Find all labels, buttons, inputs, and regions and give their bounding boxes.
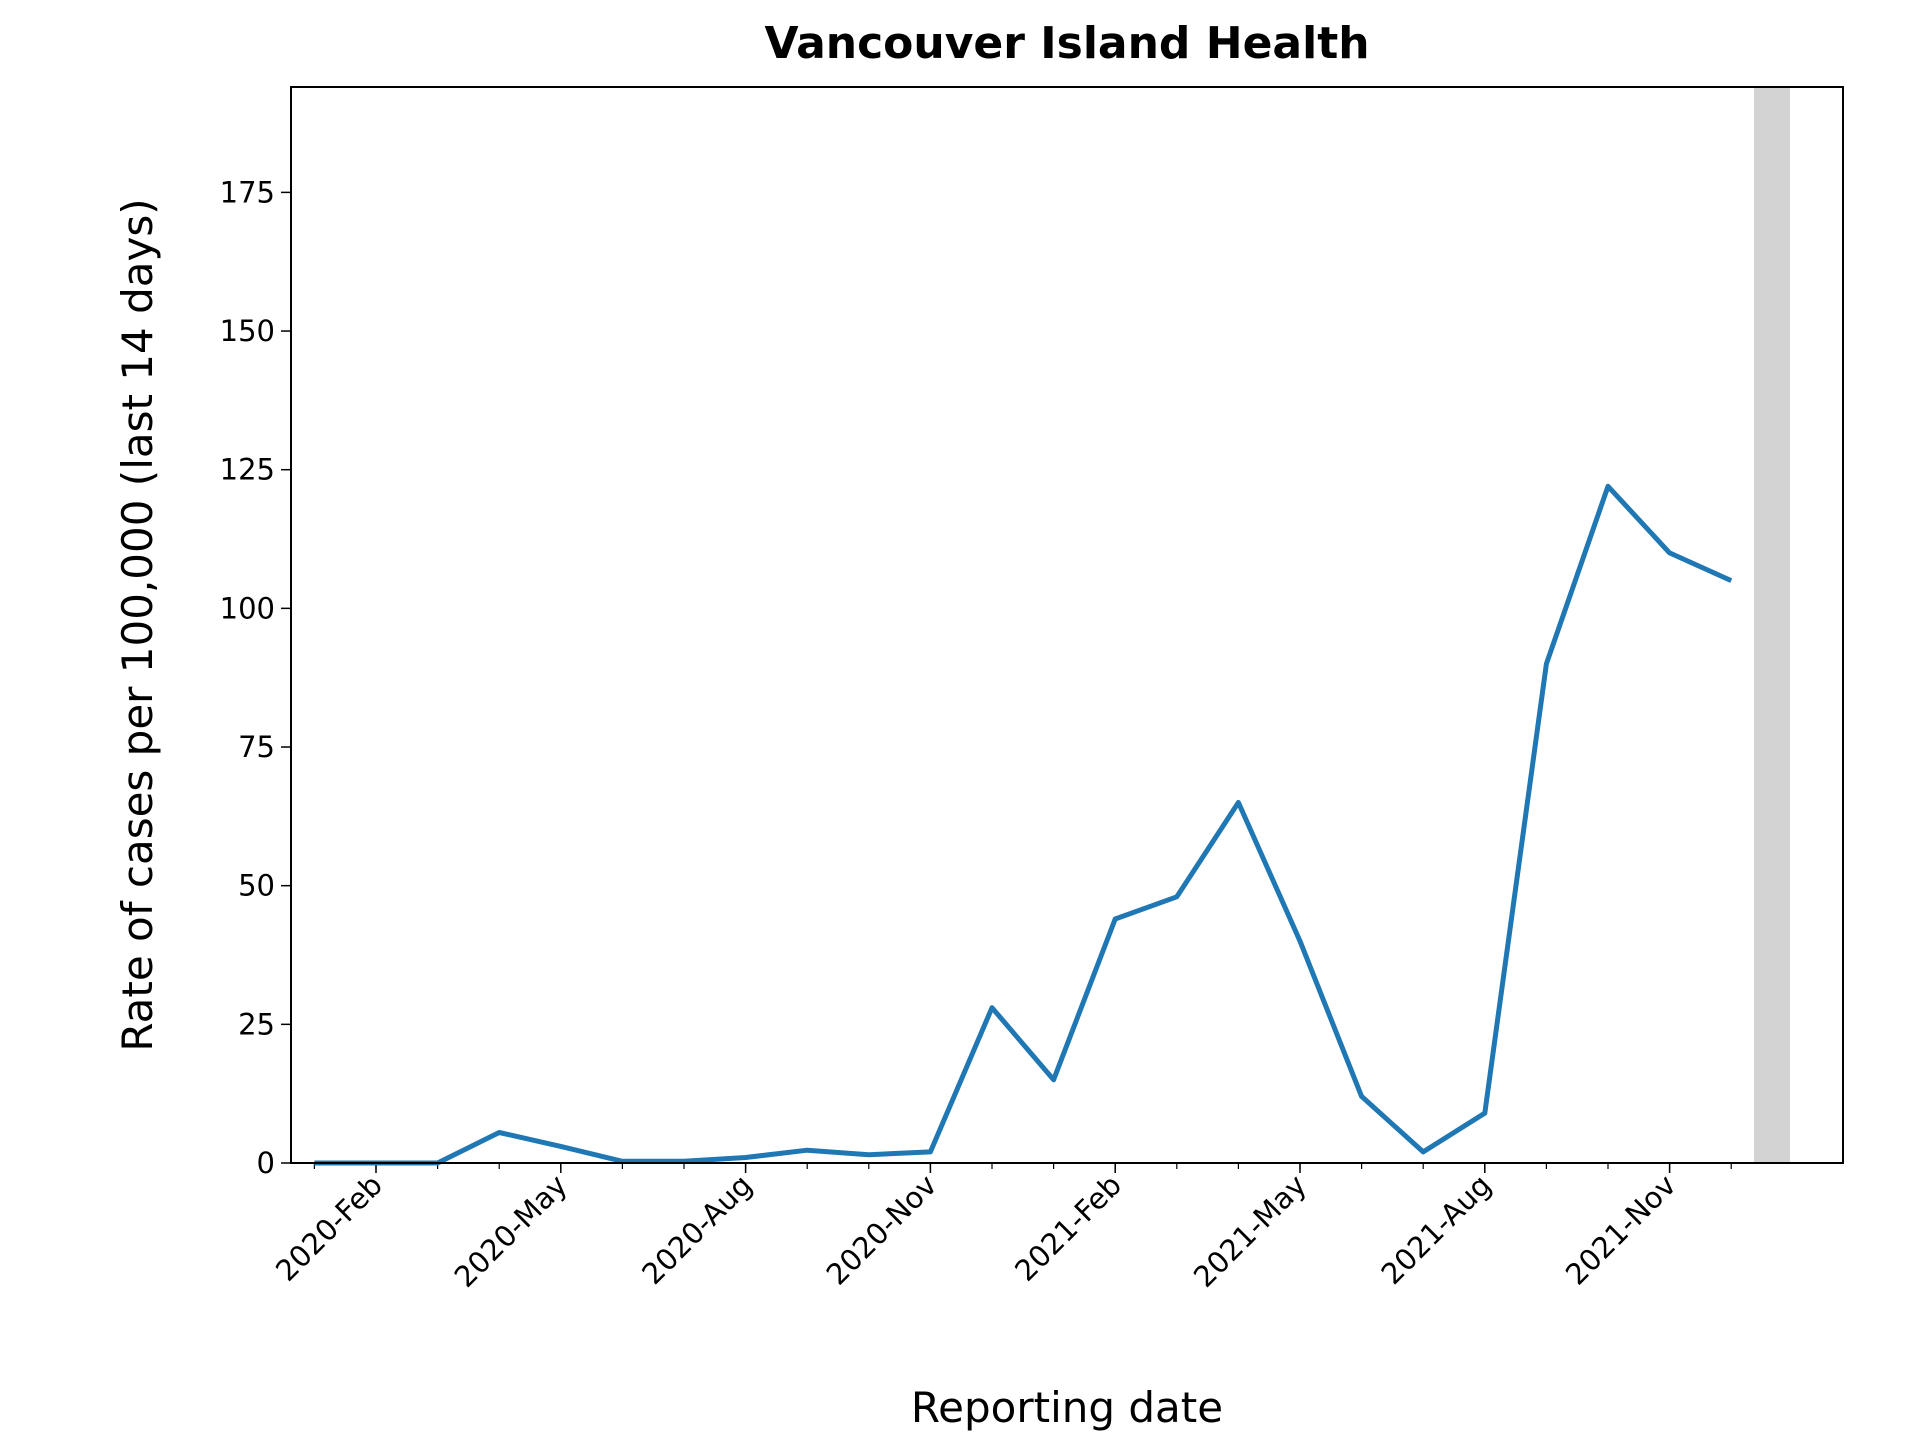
chart-title: Vancouver Island Health <box>764 18 1369 69</box>
plot-frame <box>290 86 1844 1164</box>
y-tick-label: 100 <box>220 591 275 625</box>
x-tick-label: 2021-Feb <box>1008 1168 1128 1288</box>
x-tick-label: 2021-Nov <box>1559 1168 1683 1292</box>
x-tick-label: 2021-May <box>1187 1168 1313 1294</box>
y-tick-label: 50 <box>238 869 275 903</box>
y-axis-label: Rate of cases per 100,000 (last 14 days) <box>113 198 162 1051</box>
y-tick-label: 175 <box>220 175 275 209</box>
x-tick-label: 2020-May <box>448 1168 574 1294</box>
x-tick-label: 2020-Feb <box>269 1168 389 1288</box>
y-tick-label: 150 <box>220 314 275 348</box>
x-tick-label: 2020-Aug <box>635 1168 758 1291</box>
y-tick-label: 125 <box>220 453 275 487</box>
y-tick-label: 0 <box>257 1146 275 1180</box>
x-tick-label: 2021-Aug <box>1375 1168 1498 1291</box>
y-tick-label: 25 <box>238 1007 275 1041</box>
x-axis-label: Reporting date <box>911 1383 1223 1432</box>
highlight-band <box>1754 87 1790 1163</box>
x-tick-label: 2020-Nov <box>820 1168 944 1292</box>
y-tick-label: 75 <box>238 730 275 764</box>
line-series <box>314 483 1733 1166</box>
